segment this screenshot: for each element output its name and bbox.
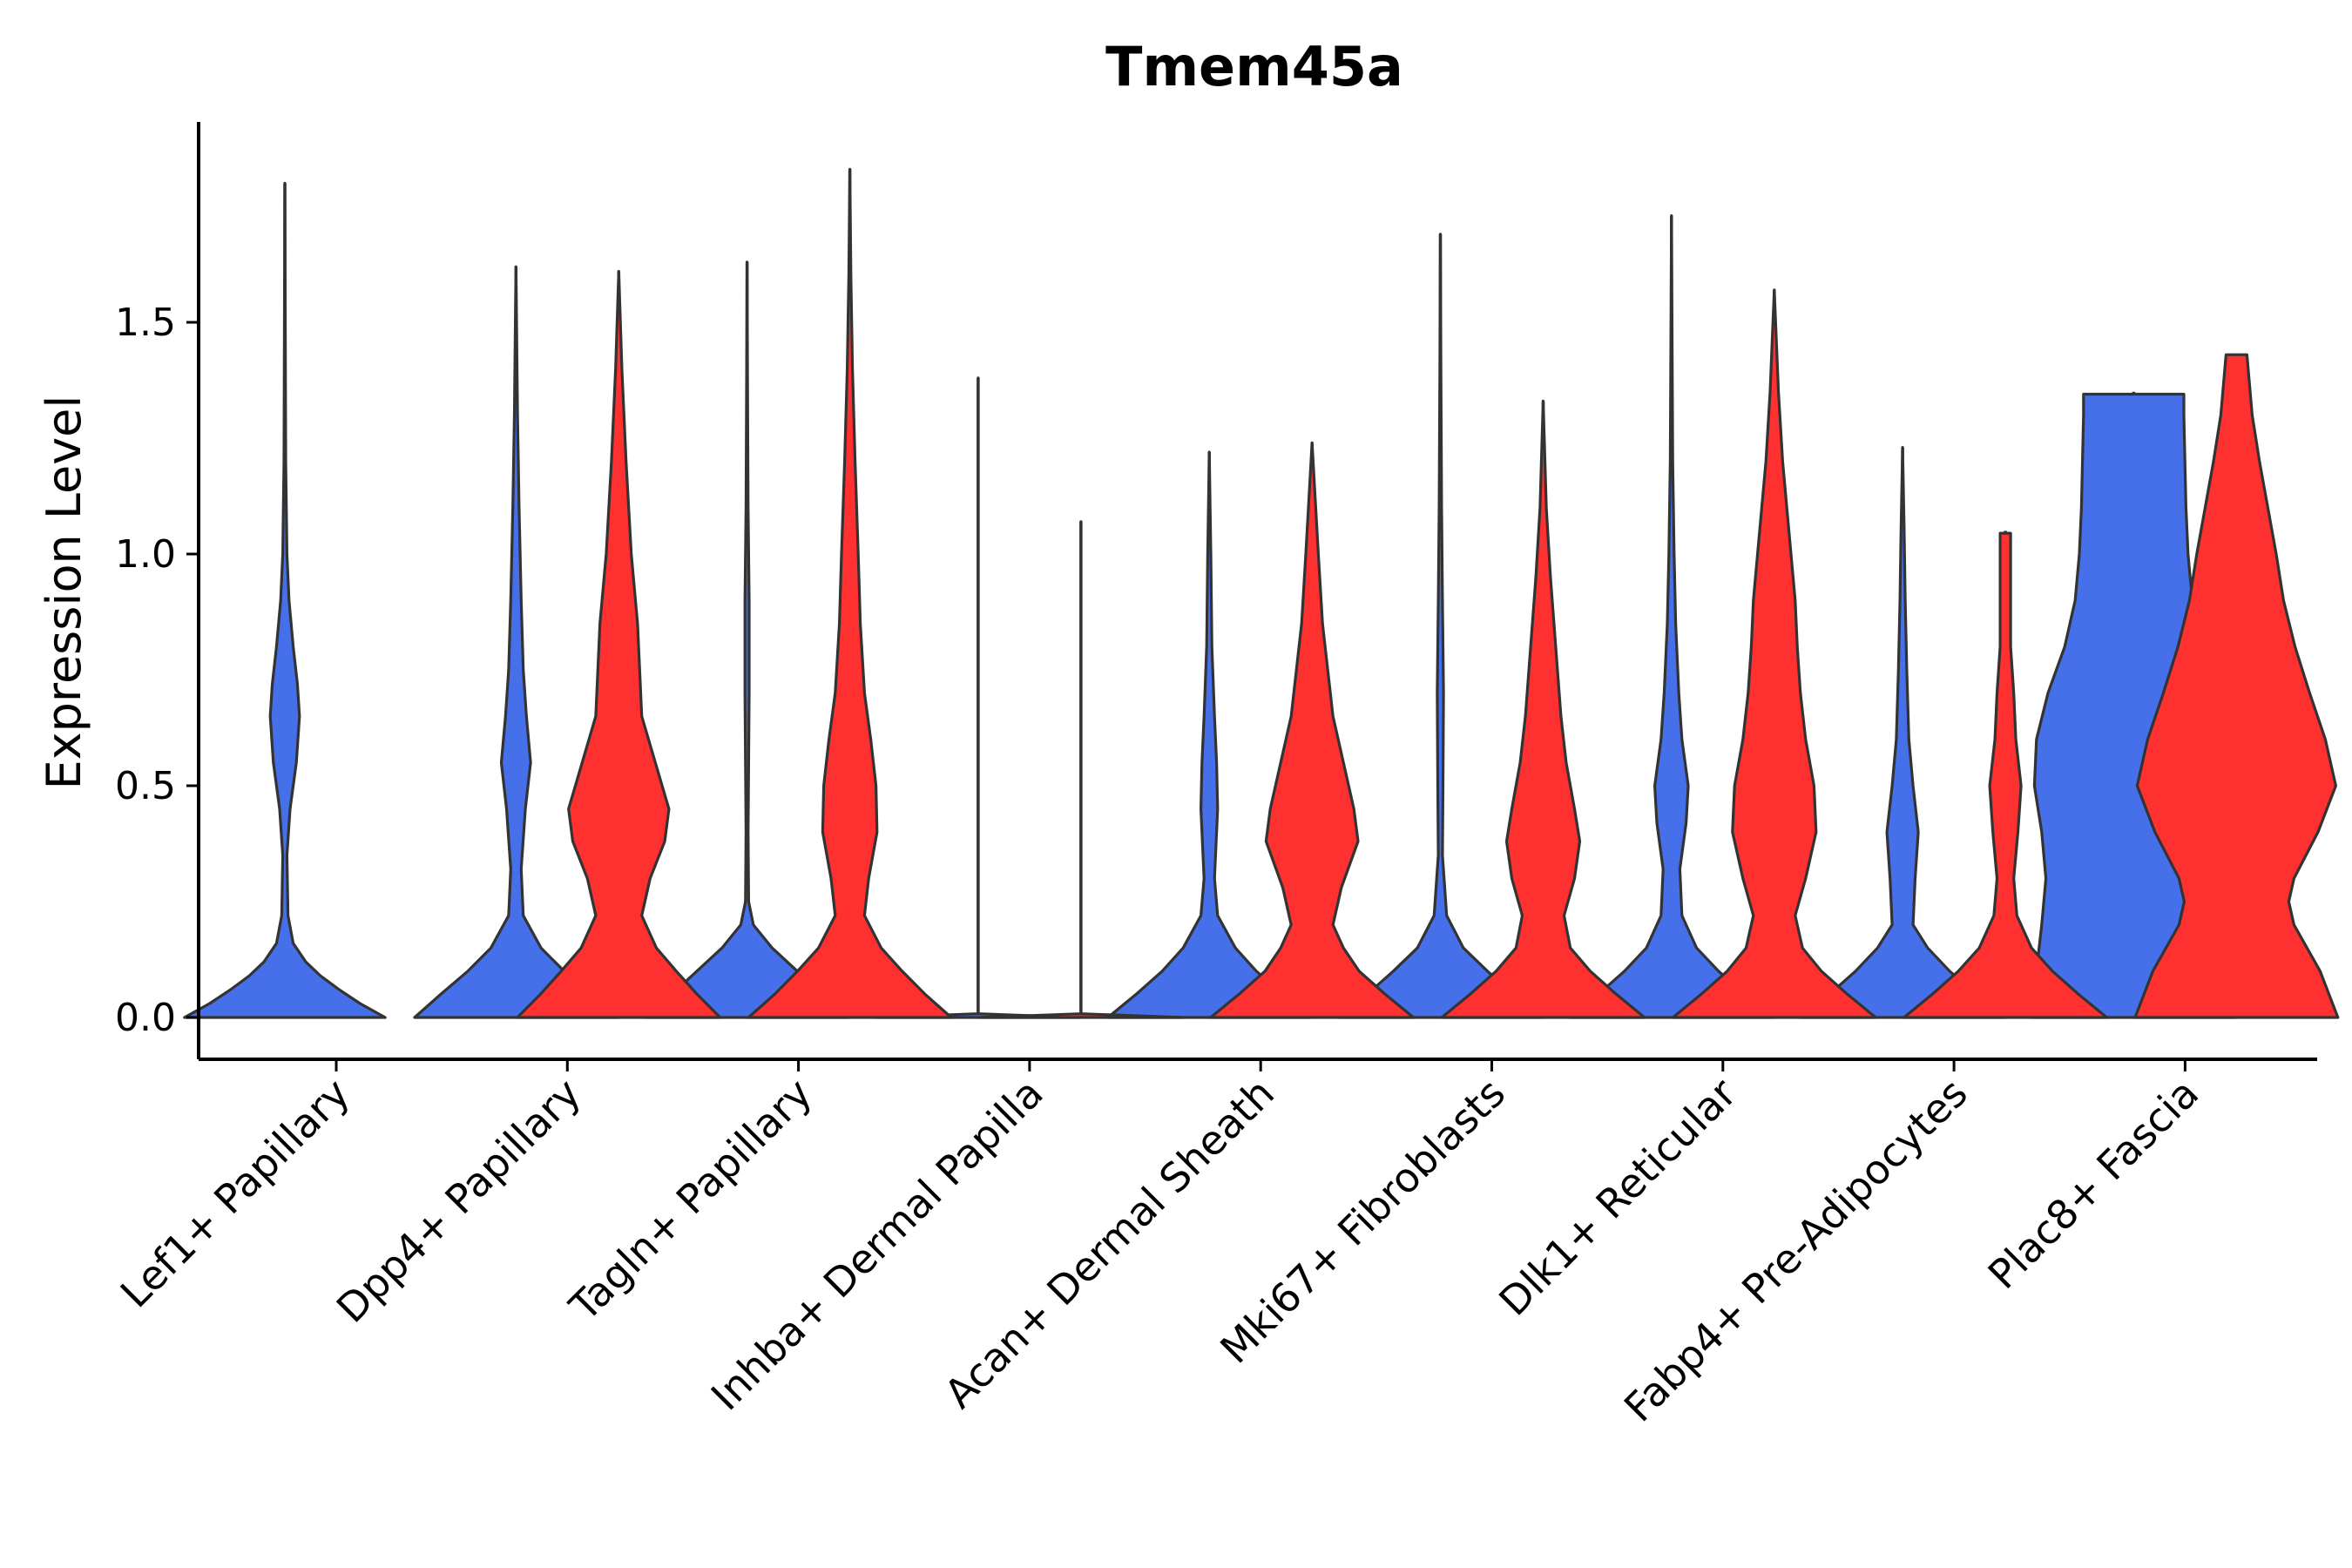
plot-area (183, 167, 2340, 1019)
x-tick-label: Lef1+ Papillary (112, 1070, 359, 1317)
violin-blue-6 (1568, 214, 1774, 1019)
violin-blue-5 (1337, 233, 1544, 1019)
violin-blue-1 (413, 265, 619, 1019)
violin-body (644, 260, 850, 1019)
violin-body (1440, 399, 1646, 1019)
x-tick-label: Dlk1+ Reticular (1490, 1070, 1745, 1325)
y-tick-label: 1.0 (115, 532, 176, 577)
violin-red-5 (1440, 399, 1646, 1019)
y-tick-label: 1.5 (115, 301, 176, 345)
violin-body (1106, 450, 1313, 1019)
violin-body (875, 376, 1081, 1019)
x-tick-label: Tagln+ Papillary (560, 1070, 821, 1331)
violin-red-1 (516, 269, 722, 1019)
violin-blue-0 (183, 181, 387, 1019)
violin-red-7 (1903, 531, 2109, 1019)
y-tick-label: 0.0 (115, 996, 176, 1040)
violin-blue-7 (1800, 446, 2006, 1019)
violin-body (1671, 288, 1877, 1019)
violin-body (1209, 441, 1416, 1019)
violin-body (413, 265, 619, 1019)
violin-body (2133, 353, 2340, 1019)
violin-blue-2 (644, 260, 850, 1019)
violin-red-4 (1209, 441, 1416, 1019)
violin-blue-4 (1106, 450, 1313, 1019)
violin-body (977, 520, 1184, 1019)
x-tick-label: Dpp4+ Papillary (328, 1070, 590, 1332)
violin-blue-3 (875, 376, 1081, 1019)
violin-body (1337, 233, 1544, 1019)
violin-body (1568, 214, 1774, 1019)
y-axis: 0.0 0.5 1.0 1.5 (115, 122, 200, 1059)
violin-body (516, 269, 722, 1019)
violin-body (1800, 446, 2006, 1019)
violin-red-6 (1671, 288, 1877, 1019)
y-tick-label: 0.5 (115, 764, 176, 808)
violin-red-2 (747, 167, 953, 1019)
violin-body (1903, 531, 2109, 1019)
y-axis-label: Expression Level (37, 395, 91, 790)
chart-title: Tmem45a (1105, 35, 1403, 98)
violin-body (747, 167, 953, 1019)
violin-body (183, 181, 387, 1019)
x-tick-label: Plac8+ Fascia (1979, 1070, 2207, 1298)
violin-red-3 (977, 520, 1184, 1019)
violin-red-8 (2133, 353, 2340, 1019)
